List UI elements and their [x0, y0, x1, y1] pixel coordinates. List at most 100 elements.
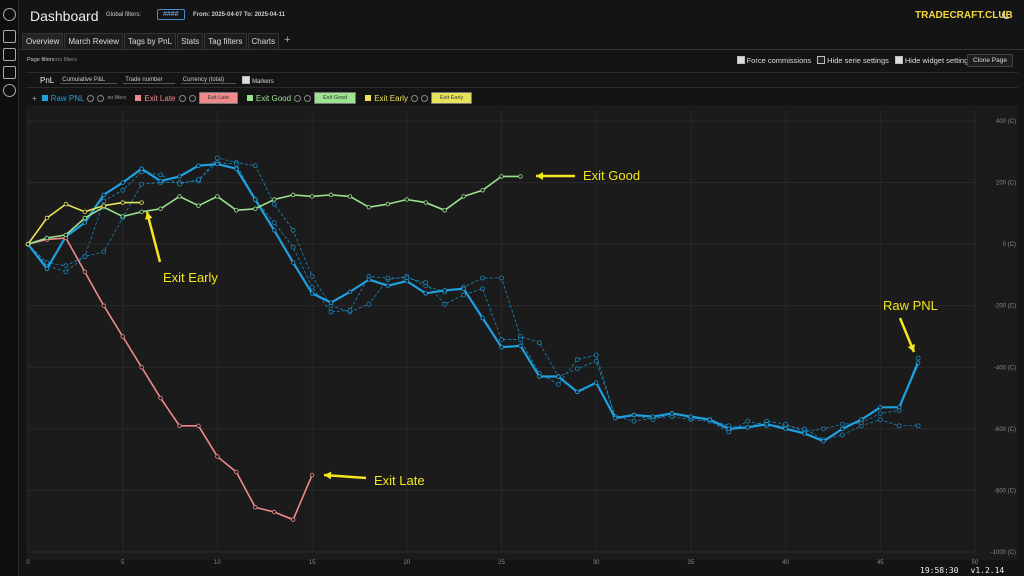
marker: [309, 291, 315, 296]
marker: [499, 345, 504, 350]
nav-icon[interactable]: [3, 66, 16, 79]
marker: [290, 227, 296, 233]
marker: [707, 417, 713, 422]
add-tab[interactable]: +: [284, 34, 291, 46]
select[interactable]: Trade number: [123, 77, 175, 84]
marker: [840, 432, 845, 438]
option[interactable]: Hide widget settings: [894, 56, 972, 65]
global-filters-label: Global filters:: [106, 12, 142, 18]
marker: [347, 194, 353, 199]
marker: [82, 220, 88, 225]
marker: [385, 275, 391, 281]
marker: [196, 163, 201, 168]
filter-badge[interactable]: ####: [157, 9, 185, 20]
marker: [480, 286, 485, 292]
marker: [442, 301, 448, 307]
series-name[interactable]: Raw PNL: [50, 93, 85, 103]
marker: [480, 315, 485, 321]
tab[interactable]: Charts: [247, 33, 280, 49]
series-name[interactable]: Exit Late: [144, 93, 176, 103]
marker: [120, 187, 126, 193]
x-tick-label: 25: [498, 560, 505, 566]
marker: [385, 283, 391, 288]
widget-title: PnL: [40, 75, 55, 85]
divider: [18, 49, 1024, 50]
checkbox[interactable]: [736, 56, 745, 64]
series-swatch: [41, 95, 48, 101]
marker: [158, 172, 163, 178]
series-icon[interactable]: [294, 94, 302, 102]
series-icon[interactable]: [87, 94, 95, 102]
marker: [518, 174, 523, 179]
marker: [309, 274, 315, 279]
option[interactable]: Hide serie settings: [817, 56, 889, 65]
y-tick-label: 0 (C): [1003, 242, 1016, 248]
nav-icon[interactable]: [3, 30, 16, 43]
marker: [101, 192, 106, 198]
marker: [271, 201, 277, 207]
tab[interactable]: Tag filters: [204, 33, 247, 49]
brand[interactable]: TRADECRAFT.CLUB: [915, 10, 1013, 21]
add-icon[interactable]: +: [32, 93, 37, 103]
page-title: Dashboard: [30, 8, 99, 24]
series-icon[interactable]: [411, 94, 419, 102]
checkbox[interactable]: [817, 56, 826, 64]
series-icon[interactable]: [188, 94, 196, 102]
marker: [536, 340, 542, 346]
select[interactable]: Currency (total): [180, 77, 237, 84]
tab[interactable]: Overview: [22, 33, 64, 49]
series-name[interactable]: Exit Early: [374, 93, 409, 103]
series-name[interactable]: Exit Good: [255, 93, 292, 103]
select[interactable]: Cumulative P&L: [60, 77, 118, 84]
marker: [158, 206, 163, 211]
marker: [328, 309, 334, 315]
series-icon[interactable]: [304, 94, 312, 102]
series-swatch: [135, 95, 142, 101]
marker: [896, 423, 902, 429]
clone-button[interactable]: Clone Page: [967, 54, 1013, 67]
marker: [594, 380, 599, 385]
marker: [309, 472, 315, 478]
series-icon[interactable]: [97, 94, 105, 102]
marker: [555, 381, 561, 387]
version: v1.2.14: [970, 566, 1005, 575]
series-button[interactable]: Exit Late: [198, 92, 238, 104]
series-button[interactable]: Exit Good: [314, 92, 357, 104]
marker: [915, 355, 921, 361]
marker: [290, 244, 296, 250]
marker: [328, 300, 334, 305]
marker: [233, 161, 239, 167]
tab[interactable]: March Review: [64, 33, 124, 49]
marker: [252, 163, 258, 169]
time: 19:58:30: [920, 566, 959, 575]
x-tick-label: 20: [403, 560, 410, 566]
option[interactable]: Force commissions: [736, 56, 811, 65]
x-tick-label: 50: [972, 560, 979, 566]
marker: [783, 426, 788, 432]
series-swatch: [246, 95, 253, 101]
tab[interactable]: Stats: [177, 33, 204, 49]
series-button[interactable]: Exit Early: [431, 92, 473, 104]
y-tick-label: -1000 (C): [991, 550, 1016, 556]
marker: [499, 275, 504, 281]
series-icon[interactable]: [178, 94, 186, 102]
tab[interactable]: Tags by PnL: [124, 33, 177, 49]
nav-icon[interactable]: [3, 48, 16, 61]
arrow-head: [145, 212, 153, 220]
settings-icon[interactable]: [3, 84, 16, 97]
marker: [480, 275, 485, 281]
marker: [423, 200, 428, 205]
marker: [518, 343, 523, 348]
series-row: + Raw PNL no filters Exit Late Exit Late Exit…: [32, 92, 476, 104]
checkbox[interactable]: [242, 75, 251, 84]
marker: [101, 203, 106, 208]
series-icon[interactable]: [421, 94, 429, 102]
marker: [63, 269, 69, 275]
marker: [745, 418, 751, 424]
marker: [234, 166, 239, 171]
markers-option[interactable]: Markers: [242, 75, 274, 85]
checkbox[interactable]: [894, 56, 903, 64]
marker: [290, 260, 296, 265]
marker: [44, 266, 50, 271]
